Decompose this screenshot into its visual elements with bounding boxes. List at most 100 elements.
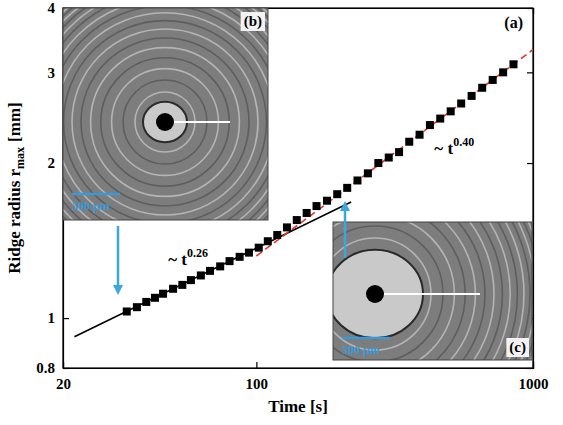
interference-ring	[63, 8, 268, 220]
tick-label: 3	[48, 65, 56, 81]
interference-ring	[333, 222, 532, 360]
interference-ring	[63, 8, 268, 220]
interference-ring	[333, 222, 532, 360]
data-point	[159, 290, 167, 298]
interference-ring	[63, 8, 268, 220]
interference-ring	[63, 8, 268, 220]
data-point	[226, 257, 234, 265]
interference-ring	[333, 222, 532, 360]
tick	[527, 8, 533, 9]
interference-ring	[333, 222, 532, 360]
interference-ring	[63, 8, 268, 220]
interference-ring	[63, 8, 268, 220]
y-axis-title: Ridge radius rmax[mm]	[5, 102, 27, 274]
interference-ring	[63, 8, 268, 220]
tick-label: 1	[48, 310, 56, 326]
data-point	[151, 294, 159, 302]
inset-arrow	[344, 206, 347, 258]
interference-ring	[333, 222, 524, 360]
interference-ring	[91, 48, 240, 197]
interference-ring	[63, 8, 268, 220]
interference-ring	[63, 8, 268, 220]
interference-ring	[333, 222, 532, 360]
interference-ring	[333, 222, 530, 360]
interference-ring	[333, 222, 532, 360]
interference-ring	[63, 8, 268, 220]
data-point	[133, 303, 141, 311]
interference-ring	[333, 222, 532, 360]
tick-mark	[527, 163, 533, 164]
interference-ring	[333, 222, 532, 360]
data-point	[395, 148, 403, 156]
interference-ring	[333, 222, 532, 360]
interference-ring	[63, 8, 268, 220]
interference-ring	[333, 222, 532, 360]
data-point	[468, 92, 476, 100]
interference-ring	[63, 8, 268, 220]
interference-ring	[63, 8, 268, 220]
data-point	[447, 107, 455, 115]
data-point	[255, 244, 263, 252]
interference-ring	[63, 8, 268, 220]
data-point	[353, 176, 361, 184]
interference-ring	[63, 8, 268, 220]
fit-label-exponent: 0.40	[453, 135, 474, 149]
data-point	[323, 197, 331, 205]
interference-ring	[333, 222, 532, 360]
tick: 1	[48, 310, 70, 326]
fit-label-text: ~ t	[168, 250, 187, 269]
inset-arrow	[117, 226, 120, 290]
fit-line	[74, 202, 351, 337]
interference-ring	[63, 13, 268, 220]
interference-ring	[63, 8, 268, 220]
interference-ring	[63, 8, 268, 220]
interference-ring	[63, 8, 268, 220]
interference-ring	[63, 8, 268, 220]
interference-ring	[333, 222, 532, 360]
tick-mark	[527, 8, 533, 9]
interference-ring	[63, 8, 268, 220]
interference-ring	[333, 222, 532, 360]
interference-ring	[63, 8, 268, 220]
scale-bar-label: 500 μm	[342, 343, 380, 357]
interference-ring	[63, 8, 268, 220]
interference-ring	[333, 222, 532, 360]
interference-ring	[333, 222, 532, 360]
data-point	[142, 298, 150, 306]
data-point	[197, 271, 205, 279]
panel-label: (a)	[504, 14, 523, 32]
interference-ring	[333, 222, 532, 360]
interference-ring	[63, 8, 268, 220]
interference-ring	[333, 222, 475, 360]
data-point	[364, 169, 372, 177]
interference-ring	[333, 222, 465, 360]
inset-center	[366, 285, 384, 303]
interference-ring	[63, 8, 268, 220]
interference-ring	[63, 8, 268, 220]
interference-ring	[63, 8, 268, 220]
x-axis: 201001000	[56, 362, 549, 392]
tick	[527, 368, 533, 369]
interference-ring	[63, 8, 268, 220]
tick: 0.8	[36, 360, 69, 376]
interference-ring	[333, 222, 532, 360]
inset-radius-line	[165, 121, 230, 123]
inset-label: (c)	[509, 339, 526, 356]
tick-label: 4	[48, 0, 56, 16]
interference-ring	[333, 222, 532, 360]
data-point	[385, 154, 393, 162]
interference-ring	[63, 8, 268, 220]
interference-ring	[333, 222, 532, 360]
data-point	[313, 202, 321, 210]
inset-border	[333, 222, 532, 360]
scale-bar-label: 500 μm	[72, 199, 110, 213]
interference-ring	[63, 8, 268, 220]
interference-ring	[81, 38, 249, 206]
tick-mark	[63, 318, 69, 319]
interference-ring	[63, 8, 268, 220]
inset-label: (b)	[244, 13, 262, 30]
interference-ring	[333, 222, 502, 360]
interference-ring	[333, 222, 510, 360]
data-point	[236, 253, 244, 261]
inset-label-background	[506, 338, 529, 357]
